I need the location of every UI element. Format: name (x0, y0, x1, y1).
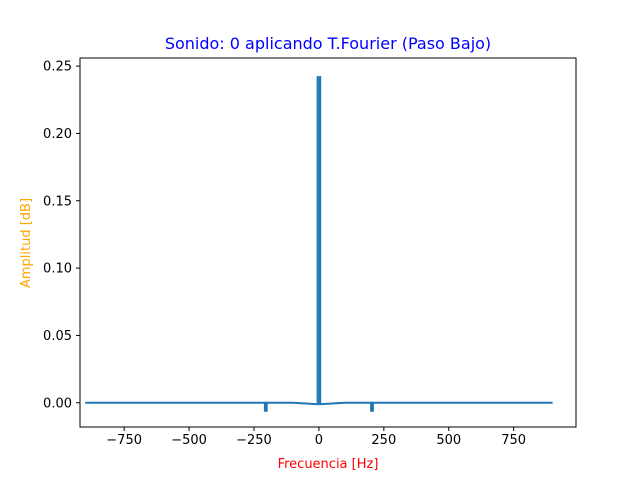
y-axis-label: Amplitud [dB] (19, 198, 34, 288)
y-tick-label: 0.10 (43, 262, 72, 277)
y-axis: 0.00 0.05 0.10 0.15 0.20 0.25 (43, 60, 80, 411)
series-line-1 (263, 401, 268, 412)
x-axis-label: Frecuencia [Hz] (278, 457, 379, 472)
plot-area (85, 75, 553, 412)
x-tick-label: 750 (501, 433, 526, 448)
series-line-2 (370, 401, 374, 412)
x-tick-label: −750 (106, 433, 142, 448)
x-tick-label: 250 (371, 433, 396, 448)
series-line-0 (85, 75, 553, 406)
axes-frame (79, 57, 577, 428)
y-tick-label: 0.00 (43, 396, 72, 411)
y-tick-label: 0.20 (43, 127, 72, 142)
chart-title: Sonido: 0 aplicando T.Fourier (Paso Bajo… (165, 34, 491, 53)
x-tick-label: −250 (236, 433, 272, 448)
x-tick-label: 500 (436, 433, 461, 448)
x-tick-label: 0 (315, 433, 323, 448)
y-tick-label: 0.15 (43, 194, 72, 209)
x-axis: −750 −500 −250 0 250 500 750 (106, 427, 526, 448)
y-tick-label: 0.05 (43, 329, 72, 344)
y-tick-label: 0.25 (43, 60, 72, 75)
x-tick-label: −500 (171, 433, 207, 448)
